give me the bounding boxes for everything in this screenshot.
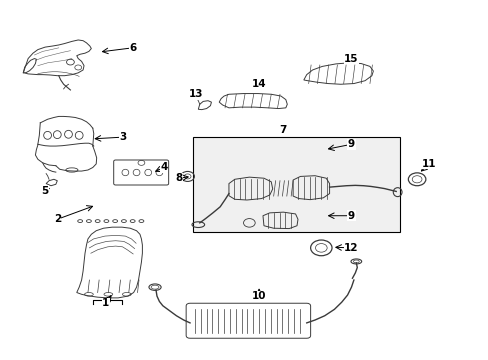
- Text: 3: 3: [119, 132, 126, 142]
- Text: 14: 14: [251, 78, 266, 89]
- Text: 1: 1: [102, 298, 109, 308]
- Text: 13: 13: [188, 89, 203, 99]
- Text: 9: 9: [347, 211, 354, 221]
- Text: 15: 15: [344, 54, 358, 64]
- Text: 5: 5: [41, 186, 49, 196]
- Text: 8: 8: [175, 173, 182, 183]
- Text: 2: 2: [54, 214, 61, 224]
- Text: 9: 9: [347, 139, 354, 149]
- Text: 6: 6: [129, 43, 136, 53]
- Text: 11: 11: [421, 159, 436, 169]
- Text: 4: 4: [160, 162, 167, 172]
- Text: 12: 12: [344, 243, 358, 253]
- Text: 7: 7: [279, 125, 286, 135]
- Text: 10: 10: [251, 291, 266, 301]
- Bar: [193, 137, 399, 232]
